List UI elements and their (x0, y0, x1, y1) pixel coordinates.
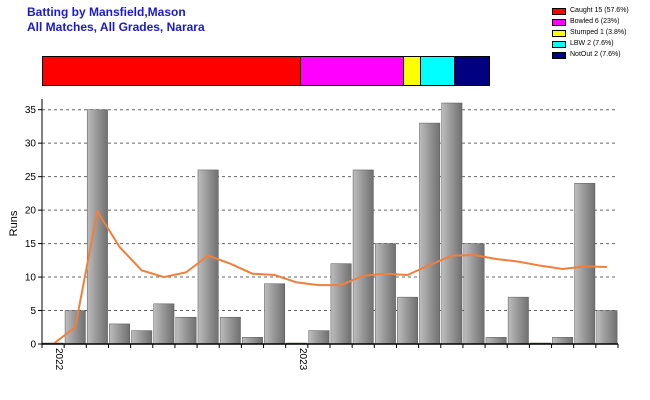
bar (264, 283, 286, 345)
legend-item-caught: Caught 15 (57.6%) (552, 6, 629, 16)
chart-title: Batting by Mansfield,Mason (27, 5, 186, 19)
dist-segment-notout (454, 57, 489, 85)
bar (131, 330, 153, 345)
legend-label-bowled: Bowled 6 (23%) (570, 18, 620, 25)
legend-label-notout: NotOut 2 (7.6%) (570, 51, 621, 58)
x-tick-label: 2023 (297, 348, 308, 371)
bar (596, 310, 618, 345)
bar (463, 243, 485, 345)
average-line (52, 208, 607, 345)
dist-segment-bowled (300, 57, 404, 85)
y-tick-label: 25 (25, 172, 37, 183)
legend-label-stumped: Stumped 1 (3.8%) (570, 29, 627, 36)
bar (419, 122, 441, 345)
y-axis-label: Runs (8, 210, 20, 236)
chart-subtitle: All Matches, All Grades, Narara (27, 20, 205, 34)
bar (219, 316, 241, 345)
bar (330, 263, 352, 345)
legend-label-caught: Caught 15 (57.6%) (570, 7, 629, 14)
bar (308, 330, 330, 345)
bar (197, 169, 219, 345)
bar (352, 169, 374, 345)
bars (42, 102, 618, 345)
legend-item-bowled: Bowled 6 (23%) (552, 17, 629, 27)
axes (41, 99, 618, 345)
bar (153, 303, 175, 345)
average-polyline (52, 208, 607, 345)
bar (242, 337, 263, 345)
bar (574, 183, 596, 345)
legend: Caught 15 (57.6%) Bowled 6 (23%) Stumped… (552, 6, 629, 61)
gridlines (42, 109, 618, 312)
bar (485, 337, 507, 345)
bar (374, 243, 396, 345)
dist-segment-caught (43, 57, 301, 85)
legend-item-notout: NotOut 2 (7.6%) (552, 50, 629, 60)
x-tick-label: 2022 (53, 348, 64, 371)
y-tick-label: 15 (25, 239, 37, 250)
legend-item-lbw: LBW 2 (7.6%) (552, 39, 629, 49)
y-tick-label: 10 (25, 273, 37, 284)
legend-swatch-stumped (552, 29, 566, 37)
bar (397, 296, 418, 345)
legend-swatch-bowled (552, 18, 566, 26)
y-tick-label: 5 (30, 306, 36, 317)
legend-swatch-lbw (552, 40, 566, 48)
dist-segment-lbw (420, 57, 455, 85)
legend-item-stumped: Stumped 1 (3.8%) (552, 28, 629, 38)
dismissal-distribution-bar (42, 56, 490, 86)
legend-swatch-notout (552, 51, 566, 59)
legend-swatch-caught (552, 7, 566, 15)
y-axis-ticks: 0 5 10 15 20 25 30 35 (25, 105, 42, 351)
bar (175, 316, 197, 345)
y-tick-label: 20 (25, 206, 37, 217)
bar (507, 296, 529, 345)
y-tick-label: 30 (25, 139, 37, 150)
bar (552, 337, 574, 345)
dist-segment-stumped (403, 57, 421, 85)
bar (86, 109, 108, 345)
y-tick-label: 35 (25, 105, 37, 116)
y-tick-label: 0 (30, 340, 36, 351)
bar (441, 102, 463, 345)
x-axis-ticks: 2022 2023 (41, 344, 619, 371)
legend-label-lbw: LBW 2 (7.6%) (570, 40, 614, 47)
bar (109, 323, 130, 345)
